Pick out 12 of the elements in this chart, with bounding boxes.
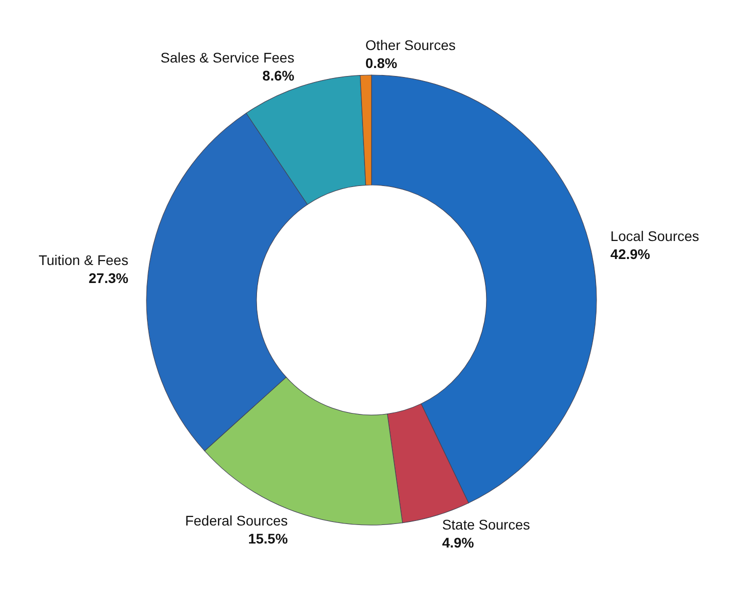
- data-label: 8.6%: [262, 67, 295, 84]
- slice-label: Federal Sources: [185, 512, 288, 528]
- slice-label: Tuition & Fees: [38, 252, 128, 268]
- slice-label: Other Sources: [365, 37, 456, 54]
- slice-label: State Sources: [442, 516, 530, 533]
- slice-label: Local Sources: [610, 228, 700, 244]
- data-label: 15.5%: [248, 530, 288, 546]
- data-label: 42.9%: [610, 246, 651, 262]
- slice-label: Sales & Service Fees: [160, 49, 294, 66]
- data-label: 27.3%: [88, 270, 129, 286]
- data-label: 0.8%: [365, 55, 398, 72]
- data-label: 4.9%: [442, 534, 475, 551]
